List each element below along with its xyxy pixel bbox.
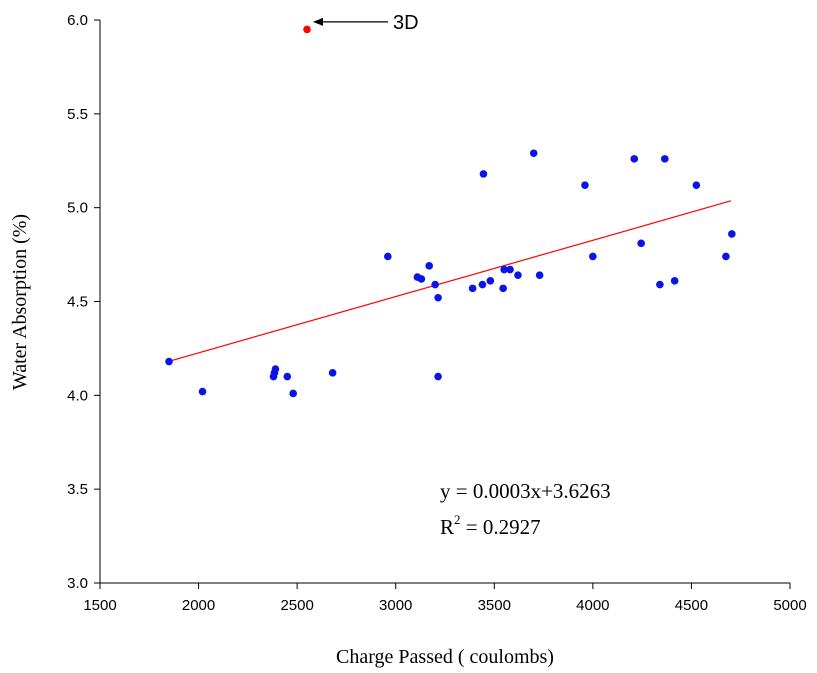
data-point: [468, 284, 477, 293]
x-tick-label: 2000: [182, 597, 215, 614]
x-tick-label: 4500: [675, 597, 708, 614]
x-tick-label: 4000: [576, 597, 609, 614]
data-point: [722, 252, 730, 261]
data-point: [514, 271, 522, 280]
data-point: [535, 271, 544, 280]
x-tick-label: 3000: [379, 597, 412, 614]
data-point: [692, 181, 701, 189]
outlier-point: [303, 25, 311, 34]
y-tick-label: 6.0: [67, 12, 88, 29]
y-tick-label: 5.0: [67, 200, 88, 217]
x-tick-label: 1500: [83, 597, 116, 614]
data-point: [478, 280, 487, 289]
data-point: [479, 170, 488, 178]
data-point: [581, 181, 589, 189]
data-point: [417, 275, 426, 283]
r-squared-prefix: R: [440, 515, 454, 539]
data-point: [431, 280, 439, 289]
data-point: [271, 365, 280, 373]
y-axis-title: Water Absorption (%): [9, 214, 31, 390]
data-point: [589, 252, 597, 261]
data-point: [506, 265, 514, 274]
data-point: [630, 155, 639, 163]
x-axis-title: Charge Passed ( coulombs): [336, 646, 554, 668]
data-point: [434, 372, 442, 381]
trendline-group: [168, 200, 732, 362]
y-tick-label: 5.5: [67, 106, 88, 123]
data-point: [499, 284, 507, 293]
x-tick-label: 5000: [773, 597, 806, 614]
outlier-annotation: 3D: [303, 12, 419, 34]
data-point: [165, 357, 173, 366]
annotation-arrowhead: [313, 17, 323, 26]
data-point: [486, 277, 495, 285]
x-tick-label: 2500: [280, 597, 313, 614]
data-point: [656, 280, 664, 289]
data-point: [384, 252, 392, 261]
data-point: [661, 155, 669, 163]
outlier-label: 3D: [393, 12, 419, 34]
data-point: [500, 265, 508, 274]
r-squared-label: R2 = 0.2927: [440, 512, 541, 539]
y-tick-label: 3.0: [67, 575, 88, 592]
data-point: [434, 293, 442, 302]
data-point: [670, 277, 679, 285]
data-point: [637, 239, 645, 248]
y-tick-label: 4.5: [67, 294, 88, 311]
trendline: [168, 200, 732, 362]
data-point: [328, 369, 337, 377]
data-point: [728, 230, 736, 238]
y-ticks: 3.0 3.5 4.0 4.5 5.0 5.5 6.0: [67, 12, 100, 592]
x-tick-label: 3500: [478, 597, 511, 614]
y-tick-label: 3.5: [67, 481, 88, 498]
data-point: [283, 372, 292, 381]
x-ticks: 1500 2000 2500 3000 3500 4000 4500 5000: [83, 583, 807, 614]
data-point: [425, 262, 434, 270]
regression-equation: y = 0.0003x+3.6263: [440, 479, 611, 503]
data-point: [198, 387, 207, 396]
data-point: [289, 389, 298, 398]
r-squared-value: = 0.2927: [461, 515, 541, 539]
data-point: [529, 149, 538, 158]
data-points: [165, 149, 736, 398]
r-squared-superscript: 2: [454, 512, 461, 527]
y-tick-label: 4.0: [67, 387, 88, 404]
